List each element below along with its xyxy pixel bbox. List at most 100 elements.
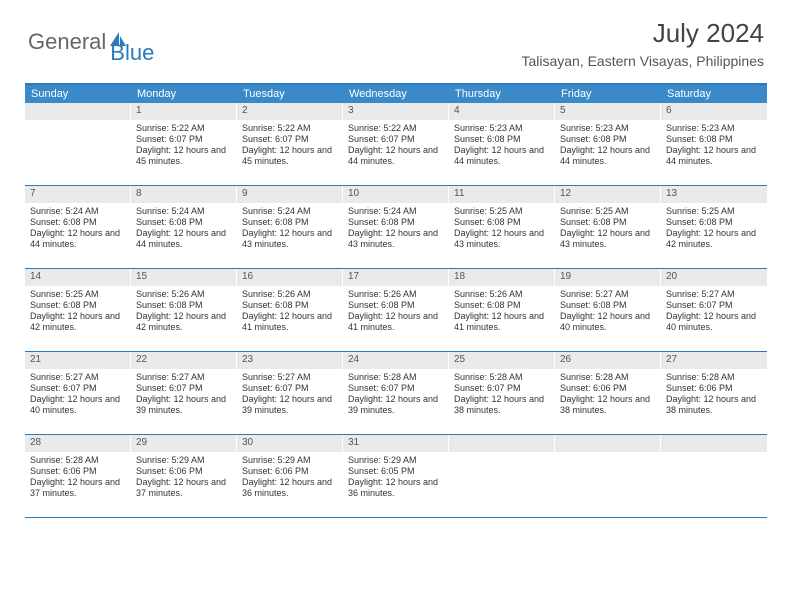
daylight-text: Daylight: 12 hours and 42 minutes.: [136, 311, 232, 334]
day-number: 27: [661, 352, 767, 369]
day-cell: 12Sunrise: 5:25 AMSunset: 6:08 PMDayligh…: [555, 186, 661, 268]
day-body: Sunrise: 5:29 AMSunset: 6:06 PMDaylight:…: [131, 452, 237, 506]
day-cell: 22Sunrise: 5:27 AMSunset: 6:07 PMDayligh…: [131, 352, 237, 434]
day-cell: 6Sunrise: 5:23 AMSunset: 6:08 PMDaylight…: [661, 103, 767, 185]
sunrise-text: Sunrise: 5:27 AM: [30, 372, 126, 383]
daylight-text: Daylight: 12 hours and 36 minutes.: [348, 477, 444, 500]
title-block: July 2024 Talisayan, Eastern Visayas, Ph…: [521, 18, 764, 69]
day-cell: 3Sunrise: 5:22 AMSunset: 6:07 PMDaylight…: [343, 103, 449, 185]
day-number: 16: [237, 269, 343, 286]
day-cell: 27Sunrise: 5:28 AMSunset: 6:06 PMDayligh…: [661, 352, 767, 434]
day-number: 30: [237, 435, 343, 452]
day-cell: 18Sunrise: 5:26 AMSunset: 6:08 PMDayligh…: [449, 269, 555, 351]
sunrise-text: Sunrise: 5:22 AM: [136, 123, 232, 134]
day-number: .: [25, 103, 131, 120]
day-number: 21: [25, 352, 131, 369]
week-row: 28Sunrise: 5:28 AMSunset: 6:06 PMDayligh…: [25, 435, 767, 518]
sunrise-text: Sunrise: 5:27 AM: [136, 372, 232, 383]
sunset-text: Sunset: 6:08 PM: [454, 134, 550, 145]
day-cell: 29Sunrise: 5:29 AMSunset: 6:06 PMDayligh…: [131, 435, 237, 517]
day-body: Sunrise: 5:26 AMSunset: 6:08 PMDaylight:…: [449, 286, 555, 340]
day-cell: 5Sunrise: 5:23 AMSunset: 6:08 PMDaylight…: [555, 103, 661, 185]
day-body: Sunrise: 5:22 AMSunset: 6:07 PMDaylight:…: [237, 120, 343, 174]
week-row: 21Sunrise: 5:27 AMSunset: 6:07 PMDayligh…: [25, 352, 767, 435]
day-cell: 24Sunrise: 5:28 AMSunset: 6:07 PMDayligh…: [343, 352, 449, 434]
brand-logo: General Blue: [28, 18, 154, 66]
sunrise-text: Sunrise: 5:28 AM: [666, 372, 762, 383]
day-number: 10: [343, 186, 449, 203]
day-body: Sunrise: 5:22 AMSunset: 6:07 PMDaylight:…: [131, 120, 237, 174]
day-cell: 20Sunrise: 5:27 AMSunset: 6:07 PMDayligh…: [661, 269, 767, 351]
day-number: .: [661, 435, 767, 452]
daylight-text: Daylight: 12 hours and 40 minutes.: [560, 311, 656, 334]
day-number: 14: [25, 269, 131, 286]
sunset-text: Sunset: 6:08 PM: [136, 300, 232, 311]
sunset-text: Sunset: 6:08 PM: [348, 217, 444, 228]
day-cell: 13Sunrise: 5:25 AMSunset: 6:08 PMDayligh…: [661, 186, 767, 268]
sunset-text: Sunset: 6:08 PM: [454, 300, 550, 311]
daylight-text: Daylight: 12 hours and 44 minutes.: [454, 145, 550, 168]
sunset-text: Sunset: 6:08 PM: [348, 300, 444, 311]
day-cell: 9Sunrise: 5:24 AMSunset: 6:08 PMDaylight…: [237, 186, 343, 268]
sunset-text: Sunset: 6:06 PM: [30, 466, 126, 477]
day-number: 11: [449, 186, 555, 203]
day-body: Sunrise: 5:25 AMSunset: 6:08 PMDaylight:…: [25, 286, 131, 340]
day-body: Sunrise: 5:26 AMSunset: 6:08 PMDaylight:…: [343, 286, 449, 340]
day-body: [449, 452, 555, 461]
sunset-text: Sunset: 6:06 PM: [136, 466, 232, 477]
sunrise-text: Sunrise: 5:25 AM: [666, 206, 762, 217]
sunrise-text: Sunrise: 5:29 AM: [348, 455, 444, 466]
day-header-row: Sunday Monday Tuesday Wednesday Thursday…: [25, 85, 767, 103]
day-cell: 26Sunrise: 5:28 AMSunset: 6:06 PMDayligh…: [555, 352, 661, 434]
day-body: Sunrise: 5:28 AMSunset: 6:06 PMDaylight:…: [25, 452, 131, 506]
sunrise-text: Sunrise: 5:26 AM: [136, 289, 232, 300]
sunset-text: Sunset: 6:07 PM: [454, 383, 550, 394]
sunset-text: Sunset: 6:08 PM: [560, 134, 656, 145]
sunset-text: Sunset: 6:08 PM: [666, 217, 762, 228]
sunrise-text: Sunrise: 5:29 AM: [242, 455, 338, 466]
day-cell: 16Sunrise: 5:26 AMSunset: 6:08 PMDayligh…: [237, 269, 343, 351]
day-body: [25, 120, 131, 129]
day-number: 15: [131, 269, 237, 286]
day-body: Sunrise: 5:23 AMSunset: 6:08 PMDaylight:…: [661, 120, 767, 174]
daylight-text: Daylight: 12 hours and 44 minutes.: [30, 228, 126, 251]
daylight-text: Daylight: 12 hours and 44 minutes.: [666, 145, 762, 168]
day-body: Sunrise: 5:28 AMSunset: 6:06 PMDaylight:…: [555, 369, 661, 423]
sunset-text: Sunset: 6:07 PM: [348, 383, 444, 394]
sunrise-text: Sunrise: 5:22 AM: [242, 123, 338, 134]
daylight-text: Daylight: 12 hours and 41 minutes.: [242, 311, 338, 334]
day-header-thursday: Thursday: [449, 85, 555, 103]
sunrise-text: Sunrise: 5:22 AM: [348, 123, 444, 134]
day-cell: 19Sunrise: 5:27 AMSunset: 6:08 PMDayligh…: [555, 269, 661, 351]
daylight-text: Daylight: 12 hours and 37 minutes.: [30, 477, 126, 500]
sunset-text: Sunset: 6:07 PM: [666, 300, 762, 311]
day-number: 18: [449, 269, 555, 286]
sunset-text: Sunset: 6:08 PM: [30, 217, 126, 228]
sunrise-text: Sunrise: 5:26 AM: [348, 289, 444, 300]
daylight-text: Daylight: 12 hours and 39 minutes.: [242, 394, 338, 417]
sunrise-text: Sunrise: 5:25 AM: [30, 289, 126, 300]
day-body: Sunrise: 5:27 AMSunset: 6:07 PMDaylight:…: [661, 286, 767, 340]
day-cell: 8Sunrise: 5:24 AMSunset: 6:08 PMDaylight…: [131, 186, 237, 268]
day-number: 26: [555, 352, 661, 369]
sunset-text: Sunset: 6:08 PM: [242, 300, 338, 311]
sunset-text: Sunset: 6:08 PM: [560, 217, 656, 228]
sunrise-text: Sunrise: 5:24 AM: [242, 206, 338, 217]
daylight-text: Daylight: 12 hours and 45 minutes.: [136, 145, 232, 168]
day-body: Sunrise: 5:28 AMSunset: 6:06 PMDaylight:…: [661, 369, 767, 423]
day-body: Sunrise: 5:25 AMSunset: 6:08 PMDaylight:…: [661, 203, 767, 257]
day-number: 1: [131, 103, 237, 120]
day-number: 24: [343, 352, 449, 369]
day-body: Sunrise: 5:24 AMSunset: 6:08 PMDaylight:…: [237, 203, 343, 257]
sunrise-text: Sunrise: 5:24 AM: [348, 206, 444, 217]
daylight-text: Daylight: 12 hours and 43 minutes.: [242, 228, 338, 251]
sunset-text: Sunset: 6:07 PM: [136, 383, 232, 394]
day-body: Sunrise: 5:28 AMSunset: 6:07 PMDaylight:…: [343, 369, 449, 423]
day-cell: .: [25, 103, 131, 185]
day-body: Sunrise: 5:27 AMSunset: 6:07 PMDaylight:…: [131, 369, 237, 423]
daylight-text: Daylight: 12 hours and 43 minutes.: [348, 228, 444, 251]
week-row: .1Sunrise: 5:22 AMSunset: 6:07 PMDayligh…: [25, 103, 767, 186]
daylight-text: Daylight: 12 hours and 39 minutes.: [348, 394, 444, 417]
month-title: July 2024: [521, 18, 764, 49]
day-cell: 23Sunrise: 5:27 AMSunset: 6:07 PMDayligh…: [237, 352, 343, 434]
